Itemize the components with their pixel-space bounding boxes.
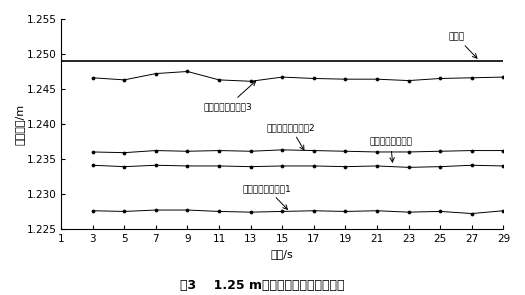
Text: 投入式液位变送器: 投入式液位变送器 — [369, 137, 412, 162]
Text: 图3    1.25 m水位静止状态时液位折线: 图3 1.25 m水位静止状态时液位折线 — [180, 279, 345, 292]
Text: 微压力液位变送器3: 微压力液位变送器3 — [203, 81, 256, 111]
Text: 微压力液位变送器2: 微压力液位变送器2 — [267, 123, 315, 150]
Text: 标准值: 标准值 — [448, 32, 477, 58]
X-axis label: 时间/s: 时间/s — [271, 249, 293, 259]
Text: 微压力液位变送器1: 微压力液位变送器1 — [243, 184, 291, 209]
Y-axis label: 水位高度/m: 水位高度/m — [15, 104, 25, 145]
